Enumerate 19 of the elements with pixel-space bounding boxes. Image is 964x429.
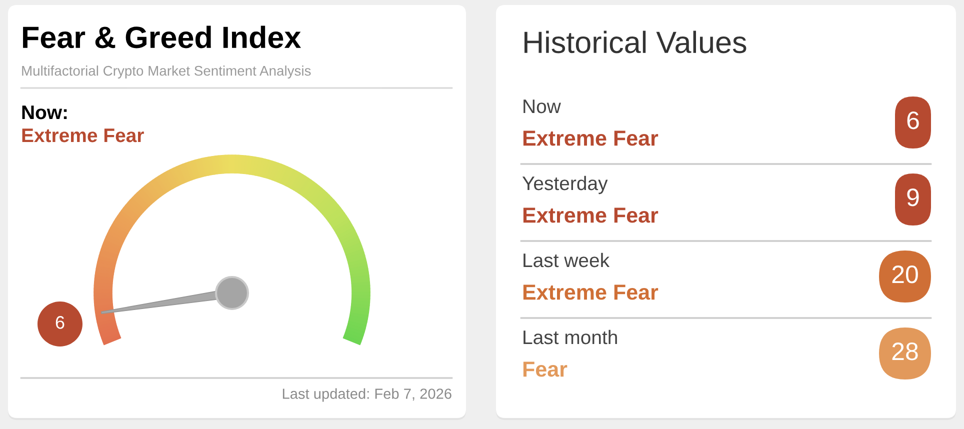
text: Extreme Fear <box>523 130 658 146</box>
data-label: 6 <box>907 112 919 130</box>
text: Last updated: Feb 7, 2026 <box>282 388 452 402</box>
text: Extreme Fear <box>523 208 658 223</box>
text: Extreme Fear <box>22 128 144 142</box>
text: Extreme Fear <box>523 284 658 300</box>
data-label: 28 <box>892 342 918 360</box>
category-label: Last month <box>524 330 617 344</box>
category-label: Now <box>524 100 561 114</box>
category-label: Yesterday <box>522 176 608 194</box>
text: Multifactorial Crypto Market Sentiment Analysis <box>22 66 311 78</box>
text: Fear <box>523 362 568 377</box>
text: Fear & Greed Index <box>23 26 301 48</box>
text: Now: <box>22 106 67 120</box>
data-label: 6 <box>56 316 64 329</box>
data-label: 20 <box>892 266 918 284</box>
text: Historical Values <box>524 30 746 54</box>
data-label: 9 <box>907 188 919 206</box>
category-label: Last week <box>524 252 610 268</box>
